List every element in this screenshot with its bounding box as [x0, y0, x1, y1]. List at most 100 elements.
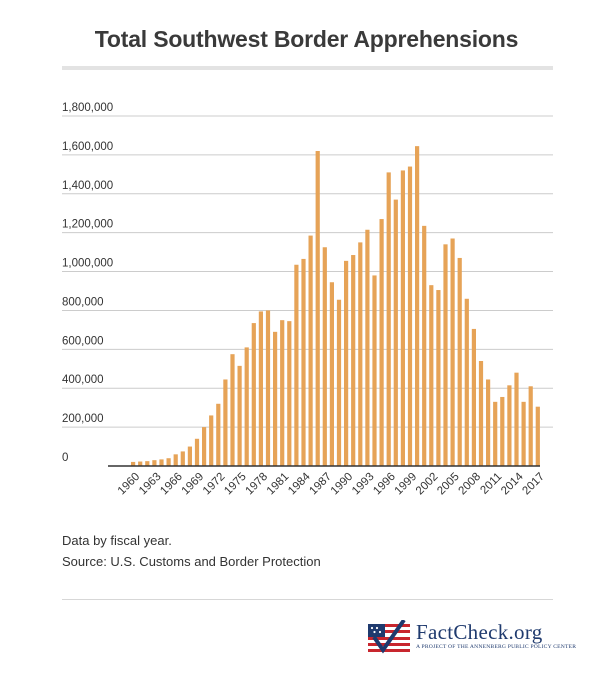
bar-2016 — [528, 386, 533, 466]
x-tick-label: 1996 — [371, 471, 398, 498]
bar-1960 — [131, 461, 136, 466]
factcheck-logo: FactCheck.org A PROJECT OF THE ANNENBERG… — [368, 618, 576, 658]
x-tick-label: 1963 — [137, 471, 164, 498]
bar-1999 — [407, 166, 413, 466]
bar-1985 — [308, 235, 313, 466]
bar-1961 — [138, 461, 143, 466]
x-tick-label: 2005 — [435, 471, 462, 498]
chart-title: Total Southwest Border Apprehensions — [94, 26, 519, 52]
title-divider — [62, 66, 553, 70]
x-tick-label: 1978 — [244, 471, 271, 498]
bar-1975 — [237, 365, 242, 466]
y-tick-label: 400,000 — [62, 374, 104, 386]
x-tick-label: 1960 — [116, 471, 143, 498]
bar-1964 — [159, 459, 164, 466]
bar-1996 — [386, 172, 391, 466]
bar-1967 — [180, 451, 185, 466]
bar-2002 — [429, 285, 434, 466]
y-tick-label: 1,000,000 — [62, 258, 113, 270]
logo-wordmark: FactCheck.org — [416, 620, 543, 644]
bar-2014 — [514, 372, 519, 466]
y-tick-label: 1,800,000 — [62, 102, 113, 114]
y-tick-label: 800,000 — [62, 296, 104, 308]
bar-2012 — [500, 396, 505, 466]
x-tick-label: 2011 — [478, 471, 504, 497]
bar-1974 — [230, 354, 235, 466]
bar-2003 — [436, 290, 441, 466]
bar-1981 — [280, 320, 285, 466]
bar-1998 — [400, 170, 405, 466]
bar-2017 — [535, 406, 540, 466]
bar-1984 — [301, 258, 306, 466]
y-tick-label: 200,000 — [62, 413, 104, 425]
bar-2009 — [478, 361, 484, 466]
bar-1987 — [322, 247, 327, 466]
bar-1997 — [393, 199, 398, 467]
y-tick-label: 1,600,000 — [62, 141, 113, 153]
gridlines — [62, 115, 553, 428]
bar-1986 — [315, 151, 320, 466]
bar-2004 — [443, 244, 448, 466]
x-tick-label: 2017 — [520, 471, 547, 498]
bar-1977 — [251, 323, 256, 466]
x-tick-label: 1981 — [265, 471, 292, 498]
y-axis-labels: 0 200,000 400,000 600,000 800,000 1,000,000 1,… — [62, 102, 113, 464]
bar-1990 — [344, 260, 349, 466]
bar-1968 — [187, 446, 192, 466]
x-tick-label: 1975 — [222, 471, 249, 498]
bar-1965 — [166, 458, 171, 466]
bar-2008 — [471, 328, 476, 466]
bar-1966 — [173, 454, 178, 466]
y-tick-label: 1,400,000 — [62, 180, 113, 192]
bar-2007 — [464, 298, 469, 466]
x-tick-label: 1987 — [307, 471, 334, 498]
x-axis-labels: 1960196319661969197219751978198119841987… — [116, 470, 547, 497]
logo-tagline: A PROJECT OF THE ANNENBERG PUBLIC POLICY… — [416, 644, 577, 650]
y-tick-label: 600,000 — [62, 335, 104, 347]
bar-1988 — [329, 282, 334, 466]
flag-check-icon — [368, 620, 410, 654]
bar-1973 — [223, 379, 228, 466]
bar-2006 — [457, 257, 462, 466]
bar-1989 — [336, 299, 342, 466]
bottom-divider — [62, 599, 553, 600]
x-tick-label: 1972 — [201, 471, 228, 498]
bar-1983 — [294, 264, 299, 466]
bar-1972 — [216, 403, 221, 466]
bar-1992 — [358, 242, 363, 466]
x-tick-label: 1999 — [393, 471, 420, 498]
chart-notes: Data by fiscal year. Source: U.S. Custom… — [62, 530, 321, 572]
x-tick-label: 1990 — [329, 471, 356, 498]
bar-1971 — [209, 415, 214, 466]
bar-2000 — [415, 146, 420, 466]
x-tick-label: 2014 — [499, 470, 526, 497]
x-tick-label: 1993 — [350, 471, 377, 498]
bar-1978 — [258, 311, 263, 466]
bar-1976 — [244, 347, 249, 466]
bar-1970 — [202, 427, 207, 466]
bar-1982 — [287, 321, 292, 466]
bar-2010 — [486, 379, 491, 466]
bar-2005 — [450, 238, 455, 466]
x-tick-label: 1966 — [158, 471, 185, 498]
bar-1993 — [365, 229, 370, 466]
x-tick-label: 2002 — [414, 471, 441, 498]
fiscal-year-note: Data by fiscal year. — [62, 533, 172, 548]
bar-1979 — [265, 310, 271, 466]
bar-1980 — [273, 331, 278, 466]
bar-2013 — [507, 385, 512, 466]
bar-2011 — [493, 401, 498, 466]
x-tick-label: 2008 — [457, 471, 484, 498]
bar-1994 — [372, 275, 377, 466]
bar-chart: 0 200,000 400,000 600,000 800,000 1,000,000 1,… — [62, 102, 553, 497]
bar-1963 — [152, 460, 157, 466]
bar-2001 — [422, 225, 427, 466]
bars — [131, 146, 540, 467]
bar-2015 — [521, 401, 526, 466]
y-tick-label: 1,200,000 — [62, 219, 113, 231]
x-tick-label: 1984 — [286, 470, 313, 497]
y-tick-label: 0 — [62, 452, 68, 464]
bar-1991 — [351, 255, 356, 466]
bar-1969 — [194, 438, 200, 466]
bar-1962 — [145, 461, 150, 466]
